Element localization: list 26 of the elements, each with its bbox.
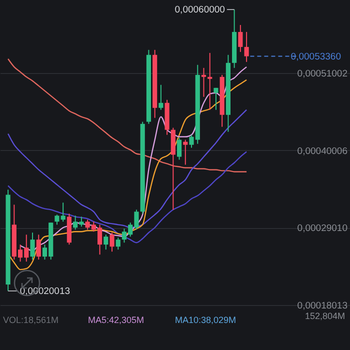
y-tick-label: 0,00018013: [297, 300, 348, 312]
text: MA5:42,305M: [88, 315, 144, 325]
ref-line-label: 0,00053360: [290, 51, 341, 62]
candlestick: [238, 24, 243, 52]
candlestick: [110, 232, 114, 252]
text: MA10:38,029M: [175, 315, 236, 325]
candlestick: [116, 237, 120, 250]
line-series: [7, 151, 248, 244]
y-tick-label: 0,00029010: [297, 223, 348, 234]
candlestick: [30, 232, 35, 260]
text: VOL:18,561M: [3, 315, 59, 325]
candlestick: [158, 84, 164, 110]
candlestick: [176, 137, 182, 160]
annotation: 0,00060000: [174, 4, 225, 16]
annotation: 0,00020013: [20, 286, 70, 297]
candlestick: [214, 87, 218, 110]
candlestick: [208, 52, 212, 110]
candlestick: [244, 31, 249, 62]
candlestick: [201, 67, 206, 98]
y-tick-label: 0,00040006: [297, 146, 348, 157]
y-tick-label: 0,00051002: [297, 68, 348, 80]
text: 152,804M: [304, 311, 345, 321]
candlestick: [104, 234, 108, 250]
candlestick: [36, 234, 41, 260]
line-series: [7, 58, 248, 172]
candlestick: [183, 139, 188, 166]
